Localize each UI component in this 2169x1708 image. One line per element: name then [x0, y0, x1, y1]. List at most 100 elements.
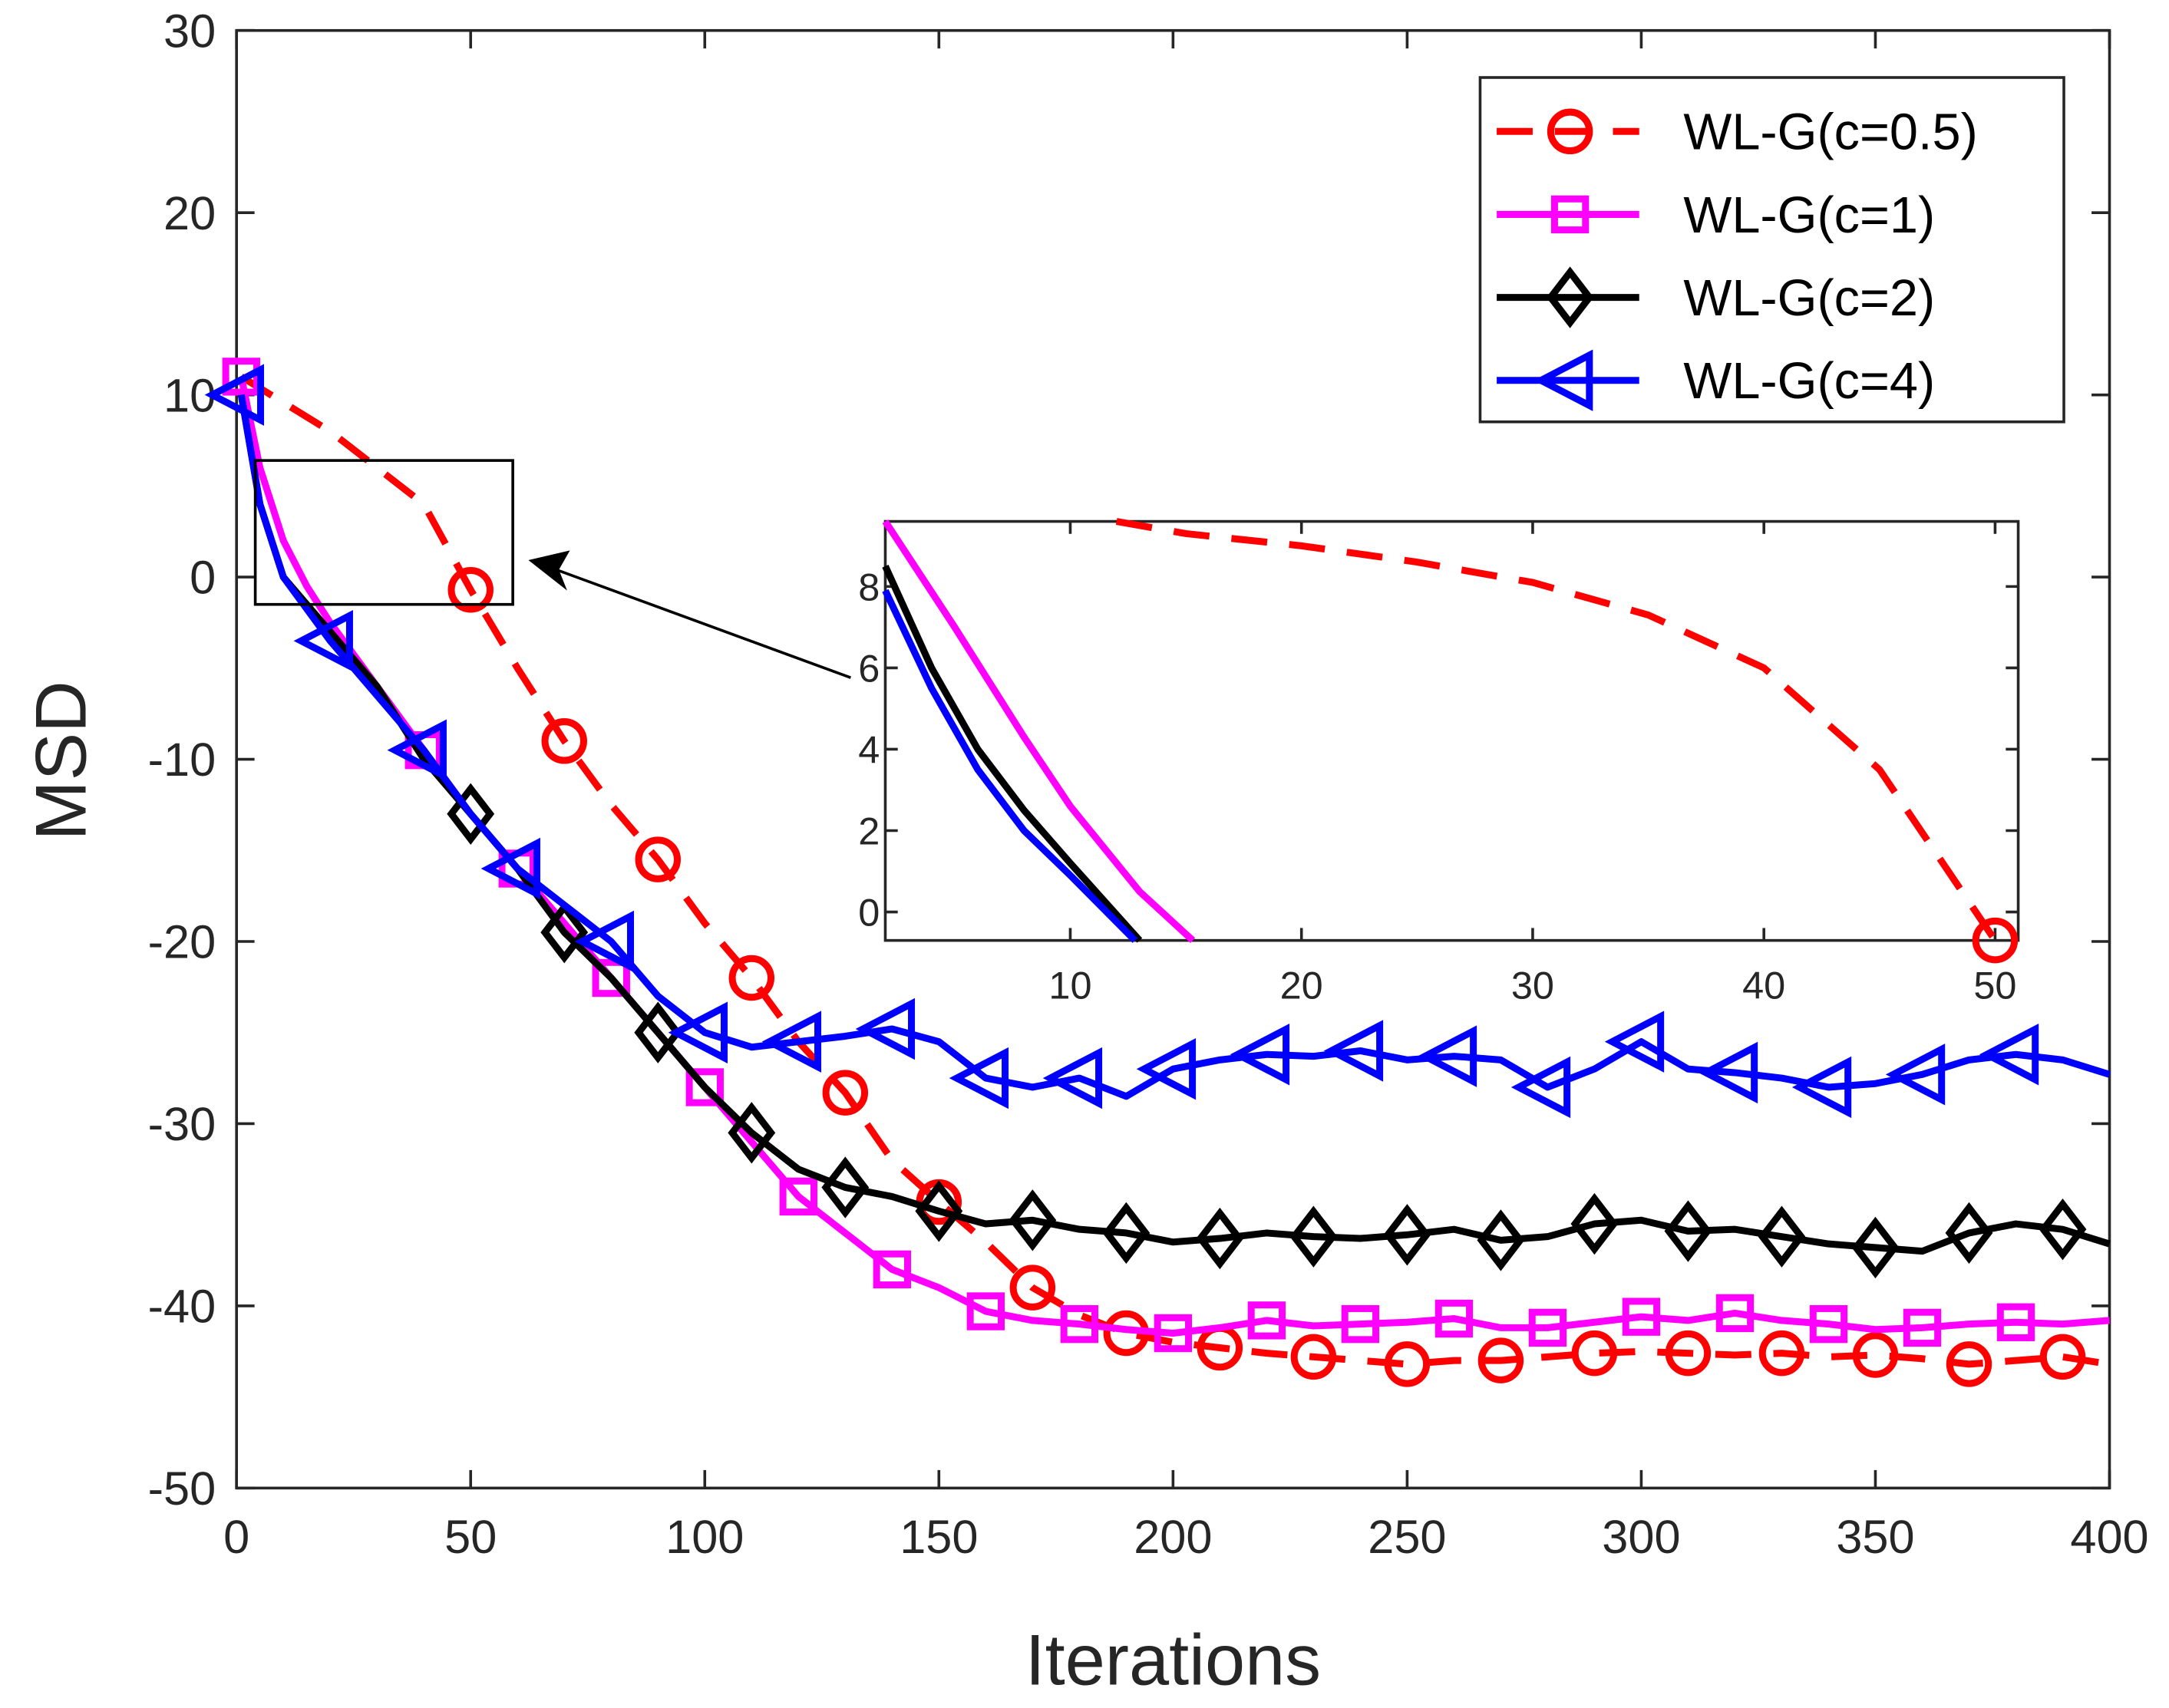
inset-y-tick-label: 4: [858, 727, 880, 771]
data-point-marker: [1946, 1341, 1992, 1387]
data-point-marker: [1547, 108, 1593, 155]
data-point-marker: [949, 1047, 1009, 1110]
data-point-marker: [447, 783, 495, 845]
data-point-marker: [592, 958, 630, 997]
x-tick-label: 0: [223, 1511, 249, 1563]
data-point-marker: [728, 1102, 776, 1164]
data-point-marker: [1664, 1200, 1712, 1262]
data-point-marker: [1715, 1294, 1755, 1333]
data-point-marker: [873, 1250, 911, 1289]
data-point-marker: [821, 1156, 870, 1218]
y-tick-label: -10: [148, 734, 216, 786]
series-line: [239, 374, 2111, 1368]
data-point-marker: [1903, 1308, 1942, 1347]
data-point-marker: [1383, 1204, 1431, 1266]
data-point-marker: [293, 609, 353, 672]
legend: WL-G(c=0.5) WL-G(c=1) WL-G(c=2) WL-G(c=4): [1478, 76, 2065, 424]
inset-axes-box: [883, 519, 2020, 942]
data-point-marker: [1791, 1056, 1852, 1119]
data-point-marker: [541, 718, 587, 764]
data-point-marker: [1230, 1023, 1290, 1086]
data-point-marker: [1384, 1341, 1431, 1387]
zoom-region-box: [253, 459, 514, 606]
legend-label: WL-G(c=0.5): [1683, 104, 1977, 161]
data-point-marker: [634, 1001, 682, 1063]
data-point-marker: [1042, 1047, 1103, 1110]
inset-y-tick-label: 6: [858, 646, 880, 690]
data-point-marker: [1571, 1330, 1618, 1377]
data-point-marker: [1979, 1023, 2039, 1086]
legend-item: WL-G(c=1): [1497, 187, 1935, 244]
inset-x-tick-label: 40: [1742, 963, 1785, 1007]
y-tick-label: 0: [190, 552, 216, 604]
data-point-marker: [966, 1292, 1005, 1330]
legend-item: WL-G(c=4): [1497, 349, 1935, 411]
data-point-marker: [1247, 1301, 1286, 1340]
data-point-marker: [574, 910, 634, 973]
data-point-marker: [1972, 917, 2019, 964]
legend-label: WL-G(c=2): [1683, 270, 1935, 327]
inset-series-WL-G(c=1): [882, 519, 1196, 943]
legend-item: WL-G(c=0.5): [1497, 104, 1978, 161]
data-point-marker: [2039, 1334, 2086, 1380]
inset-series-line: [1115, 518, 1999, 943]
data-point-marker: [1434, 1299, 1474, 1338]
data-point-marker: [728, 955, 775, 1001]
data-point-marker: [1546, 266, 1594, 328]
data-point-marker: [1290, 1334, 1337, 1380]
legend-item: WL-G(c=2): [1497, 266, 1935, 328]
x-tick-label: 200: [1134, 1511, 1212, 1563]
data-point-marker: [1323, 1020, 1384, 1082]
inset-y-tick-label: 8: [858, 565, 880, 608]
data-point-marker: [1885, 1044, 1946, 1106]
inset-x-tick-label: 10: [1048, 963, 1091, 1007]
data-point-marker: [1136, 1037, 1197, 1100]
y-tick-label: -50: [148, 1462, 216, 1515]
data-point-marker: [1528, 1308, 1567, 1347]
data-point-marker: [1009, 1265, 1056, 1311]
inset-x-tick-label: 50: [1973, 963, 2016, 1007]
data-point-marker: [1289, 1205, 1338, 1268]
data-point-marker: [685, 1068, 724, 1106]
inset-y-tick-label: 2: [858, 809, 880, 853]
data-point-marker: [1570, 1192, 1619, 1255]
x-tick-label: 250: [1368, 1511, 1446, 1563]
inset-series-WL-G(c=2): [882, 565, 1143, 943]
data-point-marker: [1698, 1041, 1758, 1104]
data-point-marker: [2039, 1198, 2087, 1261]
data-point-marker: [855, 997, 916, 1060]
data-point-marker: [387, 719, 447, 781]
data-point-marker: [1851, 1216, 1900, 1279]
data-point-marker: [480, 837, 540, 900]
inset-series-WL-G(c=0.5): [1115, 518, 2019, 964]
y-tick-label: 20: [163, 187, 216, 239]
series-WL-G(c=0.5): [239, 374, 2111, 1387]
y-tick-label: 30: [163, 5, 216, 57]
data-point-marker: [1622, 1297, 1661, 1336]
data-point-marker: [779, 1177, 817, 1216]
series-WL-G(c=4): [204, 364, 2111, 1119]
data-point-marker: [1758, 1205, 1806, 1268]
data-point-marker: [761, 1011, 822, 1073]
data-point-marker: [1758, 1330, 1805, 1377]
data-point-marker: [1550, 195, 1590, 234]
inset-y-tick-label: 0: [858, 891, 880, 935]
data-point-marker: [915, 1180, 963, 1242]
inset-series-line: [882, 565, 1143, 943]
x-tick-label: 150: [900, 1511, 978, 1563]
y-tick-label: -30: [148, 1098, 216, 1150]
inset-series-line: [882, 519, 1196, 943]
data-point-marker: [204, 364, 265, 426]
x-tick-label: 350: [1836, 1511, 1914, 1563]
data-point-marker: [668, 1001, 728, 1063]
x-tick-label: 300: [1602, 1511, 1680, 1563]
data-point-marker: [1417, 1025, 1477, 1087]
y-axis-label: MSD: [21, 681, 101, 840]
data-point-marker: [635, 836, 681, 882]
legend-label: WL-G(c=4): [1683, 353, 1935, 410]
data-point-marker: [1809, 1304, 1848, 1344]
data-point-marker: [1996, 1303, 2035, 1341]
data-point-marker: [1533, 349, 1593, 411]
data-point-marker: [222, 358, 260, 396]
